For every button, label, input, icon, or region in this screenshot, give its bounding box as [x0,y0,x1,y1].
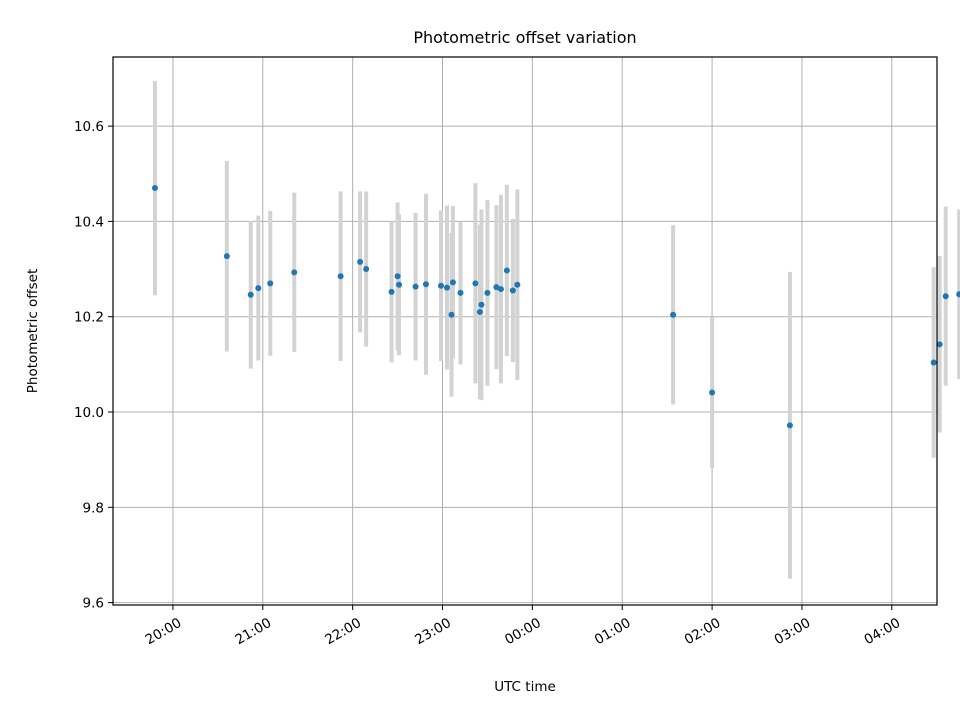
x-tick-label: 22:00 [322,615,364,648]
data-point [493,284,500,291]
x-tick-label: 04:00 [862,615,904,648]
y-tick-label: 9.8 [83,500,104,516]
x-tick-label: 00:00 [502,615,544,648]
data-point [396,281,403,288]
data-point [394,273,401,280]
data-point [448,311,455,318]
data-point [255,285,262,292]
y-axis-ticks: 9.6 9.8 10.0 10.2 10.4 10.6 [74,119,113,612]
y-tick-label: 10.2 [74,310,104,326]
data-point [942,293,949,300]
y-tick-label: 9.6 [83,596,104,612]
data-point [503,267,510,274]
chart-title: Photometric offset variation [413,28,636,47]
x-tick-label: 21:00 [232,615,274,648]
data-point [388,288,395,295]
point-layer [151,185,960,429]
data-point [709,389,716,396]
x-tick-label: 20:00 [143,615,185,648]
data-point [478,301,485,308]
data-point [412,283,419,290]
x-tick-label: 23:00 [412,615,454,648]
errorbar-layer [152,80,960,579]
data-point [930,359,937,366]
data-point [444,284,451,291]
data-point [457,289,464,296]
data-point [936,341,943,348]
data-point [363,266,370,273]
x-axis-ticks: 20:00 21:00 22:00 23:00 00:00 01:00 02:00 03:00… [143,605,904,648]
data-point [484,289,491,296]
data-point [956,291,960,298]
plot-frame [112,56,938,606]
y-tick-label: 10.0 [74,405,104,421]
data-point [291,269,298,276]
data-point [786,422,793,429]
data-point [472,280,479,287]
data-point [437,282,444,289]
grid-layer [113,57,937,605]
data-point [476,308,483,315]
x-axis-label: UTC time [494,679,556,695]
data-point [509,287,516,294]
y-tick-label: 10.6 [74,119,104,135]
data-point [514,281,521,288]
x-tick-label: 02:00 [682,615,724,648]
x-tick-label: 03:00 [772,615,814,648]
data-point [422,281,429,288]
x-tick-label: 01:00 [592,615,634,648]
data-point [151,185,158,192]
data-point [223,253,230,260]
y-tick-label: 10.4 [74,214,104,230]
data-point [497,286,504,293]
data-point [247,291,254,298]
data-point [670,311,677,318]
data-point [357,258,364,265]
data-point [449,279,456,286]
data-point [337,273,344,280]
data-point [267,280,274,287]
y-axis-label: Photometric offset [25,269,41,393]
